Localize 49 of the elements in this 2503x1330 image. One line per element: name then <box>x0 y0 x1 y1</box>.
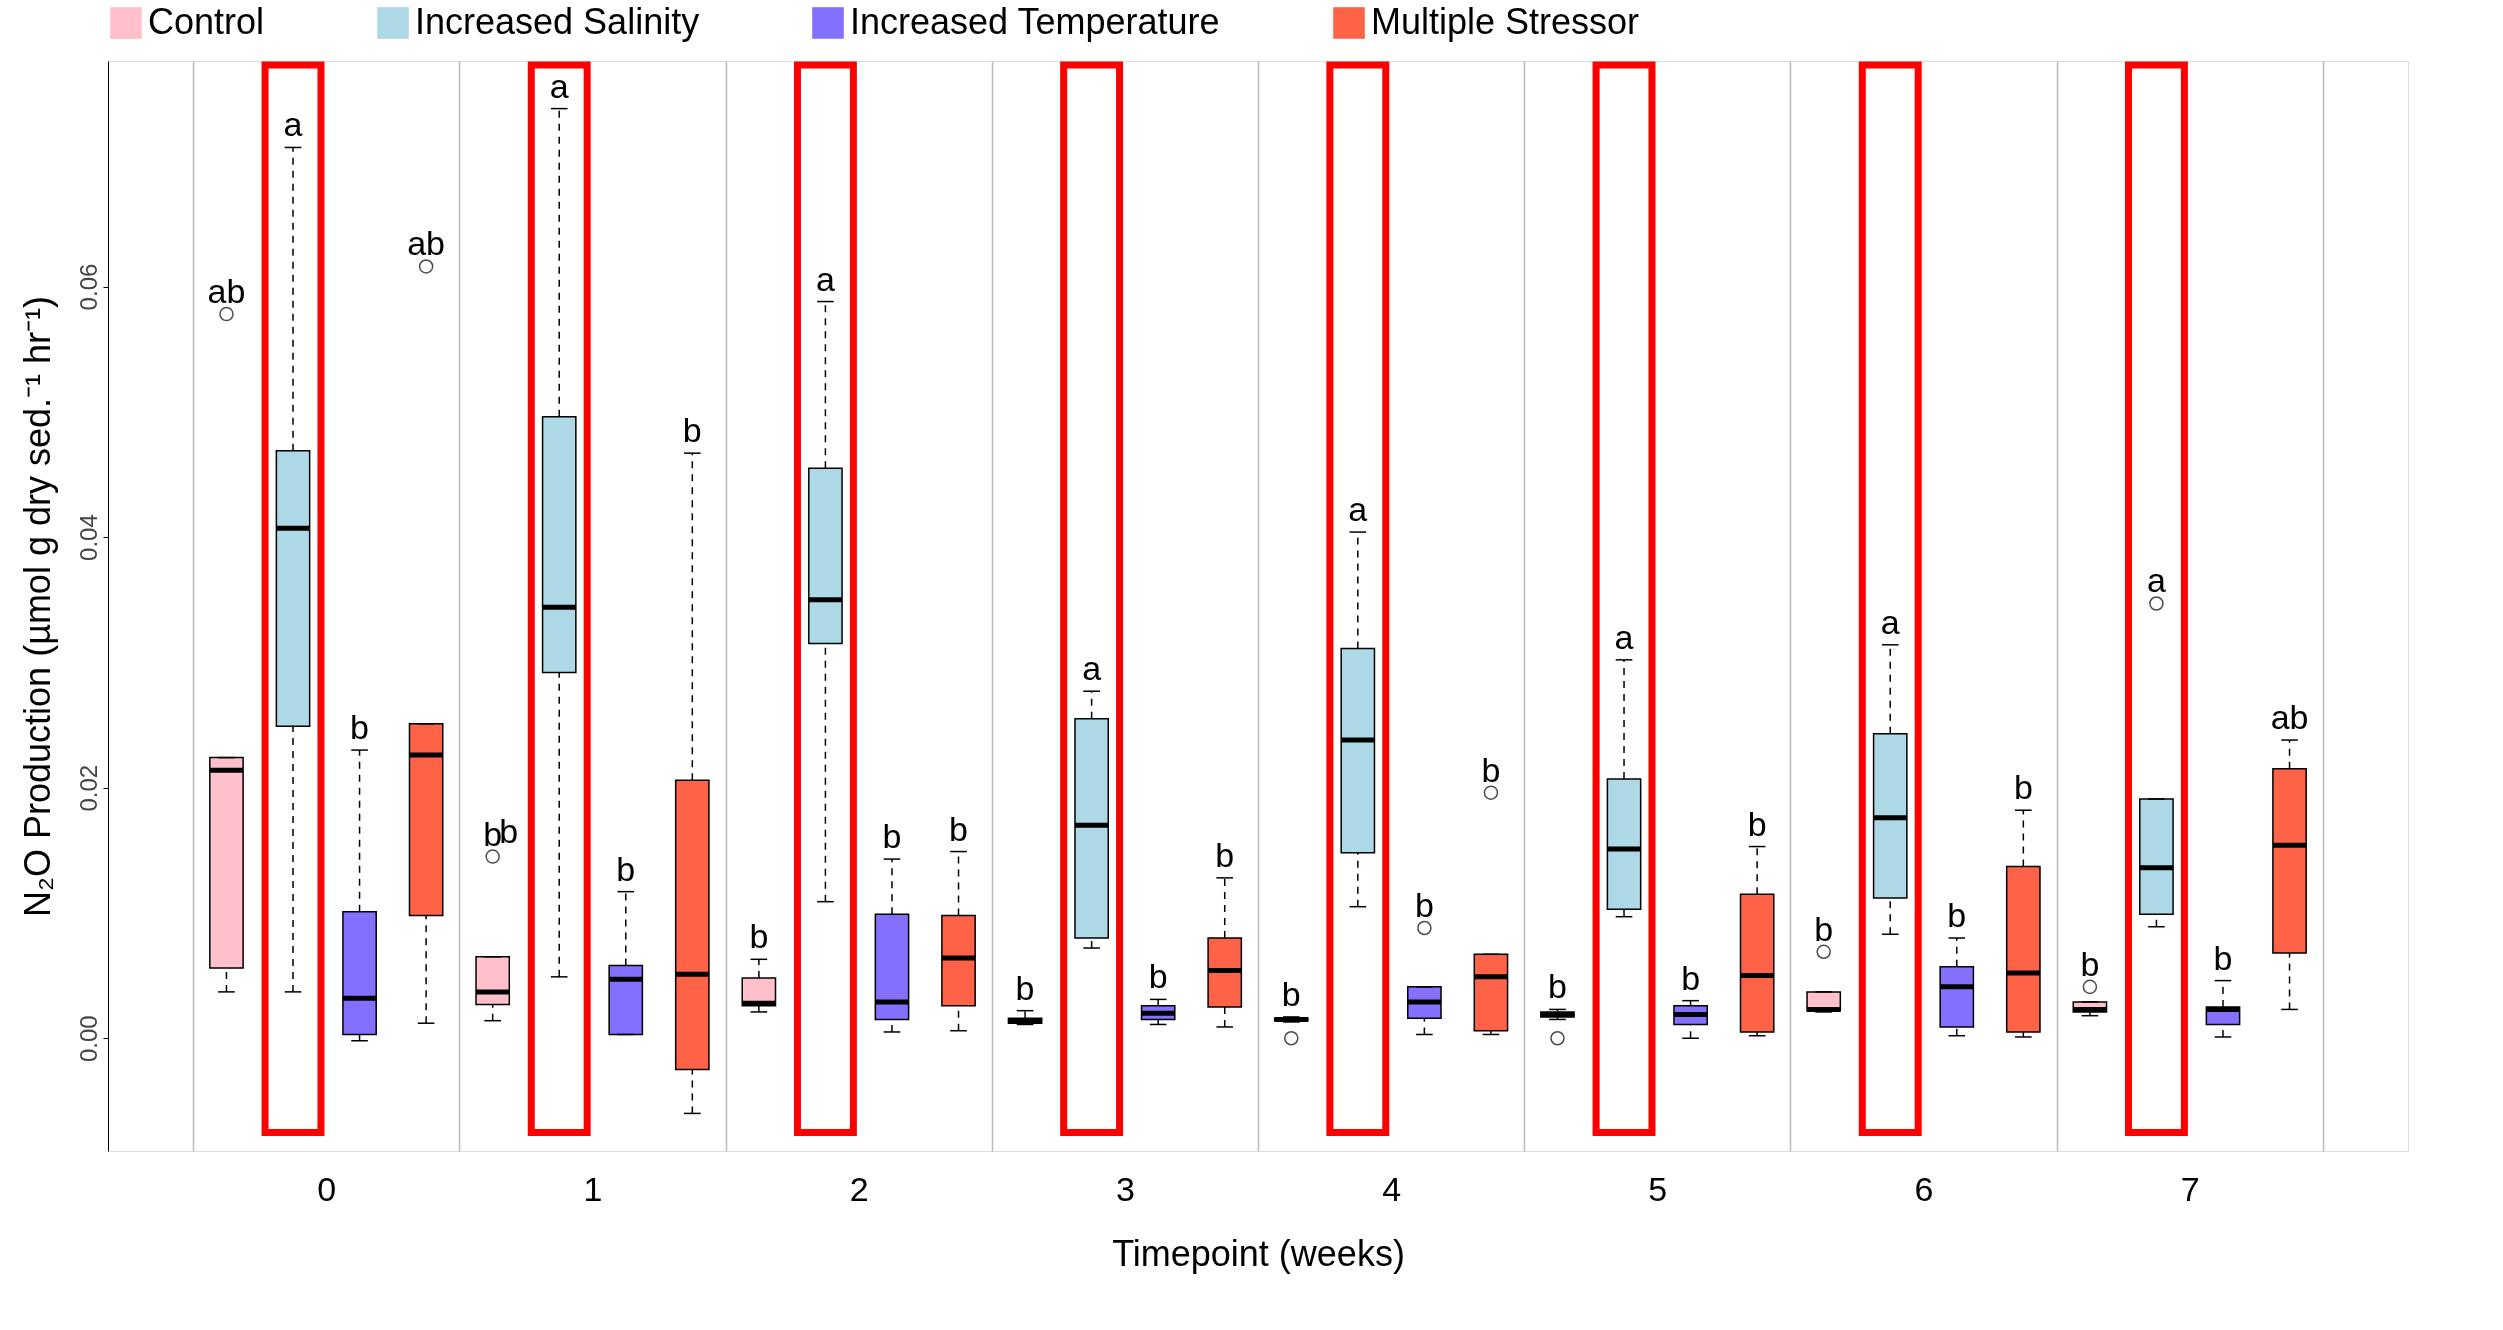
text: b <box>882 817 902 856</box>
y-tick-label: 0.04 <box>74 514 102 561</box>
x-tick-label: 6 <box>1914 1169 1934 1208</box>
y-tick-label: 0.02 <box>74 764 102 812</box>
text: b <box>749 917 769 956</box>
text: a <box>1082 649 1102 688</box>
text: a <box>1614 617 1634 656</box>
text: b <box>1747 804 1767 843</box>
text: b <box>1548 967 1567 1006</box>
text: b <box>1481 750 1501 789</box>
text: a <box>1880 602 1900 641</box>
text: a <box>549 66 569 105</box>
x-tick-label: 0 <box>317 1169 337 1208</box>
text: b <box>1215 835 1235 874</box>
x-tick-label: 5 <box>1648 1169 1668 1208</box>
text: b <box>1148 957 1168 996</box>
text: b <box>2013 768 2033 807</box>
text: b <box>1015 968 1035 1007</box>
text: b <box>616 849 636 888</box>
legend-label: Increased Temperature <box>850 1 1220 42</box>
text: b <box>2213 938 2233 977</box>
text: b <box>1414 885 1434 924</box>
x-tick-label: 1 <box>583 1169 603 1208</box>
legend-label: Multiple Stressor <box>1371 1 1640 42</box>
text: ab <box>2270 698 2309 737</box>
legend-label: Increased Salinity <box>415 1 700 42</box>
x-tick-label: 2 <box>849 1169 869 1208</box>
x-tick-label: 3 <box>1115 1169 1135 1208</box>
y-tick-label: 0.00 <box>74 1015 102 1063</box>
y-tick-label: 0.06 <box>74 263 102 311</box>
text: b <box>682 411 702 450</box>
text: b <box>1681 958 1701 997</box>
text: b <box>1814 909 1834 948</box>
text: b <box>2080 944 2100 983</box>
text: b <box>949 809 968 848</box>
legend-label: Control <box>148 1 265 42</box>
x-tick-label: 4 <box>1382 1169 1402 1208</box>
text: b <box>1947 896 1967 935</box>
text: a <box>1348 490 1368 529</box>
text: ab <box>407 224 446 263</box>
x-axis-title: Timepoint (weeks) <box>1112 1232 1405 1274</box>
text: b <box>350 708 370 747</box>
x-tick-label: 7 <box>2180 1169 2200 1208</box>
text: a <box>2146 561 2166 600</box>
text: b <box>1281 974 1301 1013</box>
text: ab <box>207 272 246 311</box>
text: a <box>283 105 303 144</box>
text: a <box>815 259 835 298</box>
y-axis-title: N₂O Production (µmol g dry sed.⁻¹ hr⁻¹) <box>16 296 58 917</box>
